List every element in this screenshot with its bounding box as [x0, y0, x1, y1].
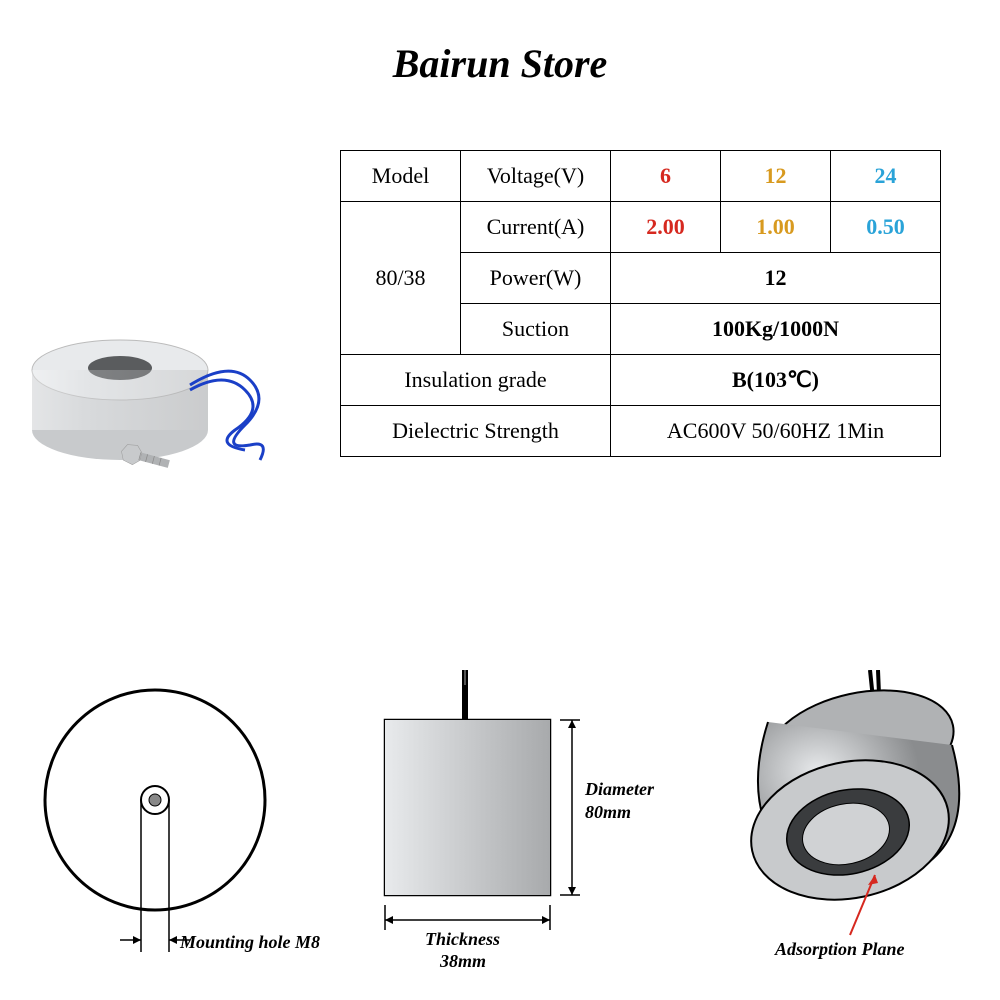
- dielectric-value: AC600V 50/60HZ 1Min: [611, 406, 941, 457]
- mounting-hole-label: Mounting hole M8: [179, 932, 320, 952]
- header-dielectric: Dielectric Strength: [341, 406, 611, 457]
- diagram-side-view: Diameter 80mm Thickness 38mm: [385, 670, 655, 971]
- voltage-24: 24: [831, 151, 941, 202]
- spec-table: Model Voltage(V) 6 12 24 80/38 Current(A…: [340, 150, 941, 457]
- voltage-6: 6: [611, 151, 721, 202]
- suction-value: 100Kg/1000N: [611, 304, 941, 355]
- power-value: 12: [611, 253, 941, 304]
- voltage-12: 12: [721, 151, 831, 202]
- header-power: Power(W): [461, 253, 611, 304]
- diagrams: Mounting hole M8 Diameter 80mm Thickn: [0, 670, 1000, 990]
- product-photo: [20, 290, 280, 490]
- diagram-top-view: Mounting hole M8: [45, 690, 320, 952]
- current-12: 1.00: [721, 202, 831, 253]
- thickness-value: 38mm: [439, 951, 486, 971]
- header-current: Current(A): [461, 202, 611, 253]
- header-insulation: Insulation grade: [341, 355, 611, 406]
- header-suction: Suction: [461, 304, 611, 355]
- diagram-3d-view: Adsorption Plane: [738, 670, 964, 959]
- header-model: Model: [341, 151, 461, 202]
- header-voltage: Voltage(V): [461, 151, 611, 202]
- current-6: 2.00: [611, 202, 721, 253]
- insulation-value: B(103℃): [611, 355, 941, 406]
- table-row: Model Voltage(V) 6 12 24: [341, 151, 941, 202]
- diameter-value: 80mm: [585, 802, 631, 822]
- table-row: 80/38 Current(A) 2.00 1.00 0.50: [341, 202, 941, 253]
- model-value: 80/38: [341, 202, 461, 355]
- adsorption-label: Adsorption Plane: [774, 939, 905, 959]
- thickness-label: Thickness: [425, 929, 500, 949]
- store-title: Bairun Store: [0, 40, 1000, 87]
- table-row: Dielectric Strength AC600V 50/60HZ 1Min: [341, 406, 941, 457]
- current-24: 0.50: [831, 202, 941, 253]
- diameter-label: Diameter: [584, 779, 655, 799]
- table-row: Insulation grade B(103℃): [341, 355, 941, 406]
